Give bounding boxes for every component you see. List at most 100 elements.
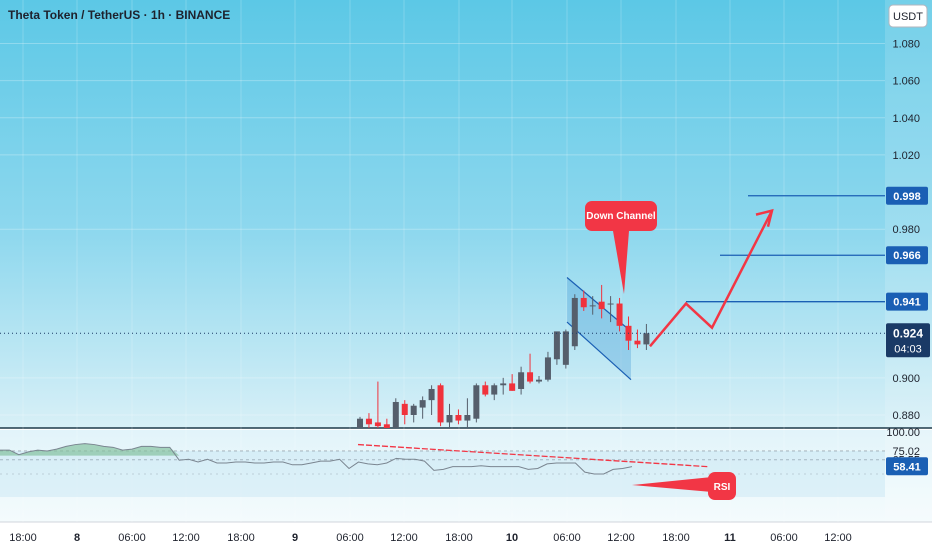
candle-body — [544, 357, 551, 380]
rsi-divergence-line — [357, 443, 709, 468]
candle-bullish — [473, 383, 480, 423]
time-label: 06:00 — [336, 532, 364, 544]
currency-badge[interactable] — [888, 4, 928, 28]
price-pane-background — [0, 0, 932, 428]
rsi-band-fill — [0, 450, 885, 497]
price-tick-label: 1.080 — [892, 38, 920, 50]
candle-bearish — [580, 290, 587, 311]
rsi-pane-background — [0, 430, 932, 522]
rsi-callout-pointer — [632, 477, 712, 492]
candle-body — [437, 385, 444, 423]
candle-body — [500, 383, 507, 386]
rsi-line — [0, 443, 633, 475]
candle-body — [419, 400, 426, 408]
axis-layer: 1.080 1.060 1.040 1.020 0.980 0.900 0.880 USDT 1… — [9, 4, 930, 544]
candle-body — [643, 333, 650, 345]
candle-body — [357, 418, 363, 428]
down-channel-callout-box — [585, 201, 657, 231]
countdown-label: 04:03 — [894, 343, 922, 355]
candle-bearish — [616, 297, 623, 332]
candle-body — [571, 297, 578, 347]
candle-bullish — [419, 396, 426, 419]
candle-body — [509, 383, 516, 391]
candle-bullish — [491, 383, 498, 401]
candle-body — [482, 385, 489, 395]
price-tick-label: 1.020 — [892, 150, 920, 162]
time-label: 06:00 — [553, 532, 581, 544]
rsi-tick-label: 75.02 — [892, 446, 920, 458]
price-tick-label: 0.980 — [892, 224, 920, 236]
time-axis-background — [0, 522, 932, 550]
target-price-label: 0.941 — [893, 297, 921, 309]
time-label: 12:00 — [607, 532, 635, 544]
time-label: 12:00 — [172, 532, 200, 544]
time-label: 8 — [74, 532, 80, 544]
candle-body — [383, 424, 390, 428]
candle-bullish — [500, 377, 507, 395]
candle-bearish — [374, 381, 381, 428]
candle-body — [473, 385, 480, 419]
price-tick-label: 1.040 — [892, 113, 920, 125]
rsi-current-value: 58.41 — [893, 461, 921, 473]
candle-bullish — [571, 294, 578, 350]
candle-body — [589, 305, 596, 307]
candle-body — [616, 303, 623, 326]
candle-bullish — [464, 398, 471, 428]
price-tick-label: 0.880 — [892, 410, 920, 422]
candle-bullish — [428, 385, 435, 415]
time-label: 9 — [292, 532, 298, 544]
candle-layer — [357, 284, 650, 428]
candle-body — [374, 422, 381, 427]
rsi-tick-label: 100.00 — [886, 427, 920, 439]
candle-bearish — [527, 353, 534, 384]
projection-arrowhead — [755, 208, 774, 227]
candle-body — [428, 388, 435, 401]
target-price-badge — [886, 246, 928, 265]
target-price-label: 0.998 — [893, 191, 921, 203]
candle-bullish — [410, 403, 417, 423]
candle-body — [562, 331, 569, 365]
time-label: 06:00 — [118, 532, 146, 544]
candle-body — [464, 414, 471, 421]
candle-bullish — [553, 331, 560, 365]
candle-bullish — [589, 296, 596, 315]
rsi-callout[interactable]: RSI — [632, 472, 736, 500]
candle-bearish — [437, 383, 444, 427]
time-label: 11 — [724, 532, 736, 544]
time-label: 18:00 — [227, 532, 255, 544]
current-price-badge — [886, 323, 930, 358]
candle-bullish — [536, 375, 542, 384]
candle-body — [518, 372, 525, 389]
candle-bullish — [357, 416, 363, 428]
down-channel-callout-pointer — [613, 231, 629, 294]
time-label: 10 — [506, 532, 518, 544]
candle-body — [536, 379, 542, 382]
candle-bullish — [392, 398, 399, 428]
candle-bullish — [562, 329, 569, 369]
candle-bearish — [455, 409, 462, 425]
rsi-overbought-fill — [0, 443, 632, 456]
price-tick-label: 1.060 — [892, 76, 920, 88]
time-label: 12:00 — [824, 532, 852, 544]
candle-bearish — [634, 329, 641, 349]
candle-body — [401, 403, 408, 415]
candle-body — [598, 301, 605, 310]
target-price-label: 0.966 — [893, 250, 921, 262]
candle-bullish — [518, 366, 525, 395]
rsi-callout-box — [708, 472, 736, 500]
candle-bearish — [509, 374, 516, 391]
candle-bullish — [544, 351, 551, 382]
target-price-badge — [886, 186, 928, 205]
candle-body — [634, 340, 641, 345]
candle-bearish — [365, 413, 372, 428]
candle-body — [410, 405, 417, 415]
candle-bearish — [401, 400, 408, 425]
rsi-label: RSI — [714, 482, 731, 493]
rsi-layer — [0, 443, 885, 497]
candle-body — [491, 385, 498, 395]
candle-bullish — [446, 403, 453, 428]
candle-bullish — [607, 296, 614, 323]
down-channel-callout[interactable]: Down Channel — [585, 201, 657, 294]
